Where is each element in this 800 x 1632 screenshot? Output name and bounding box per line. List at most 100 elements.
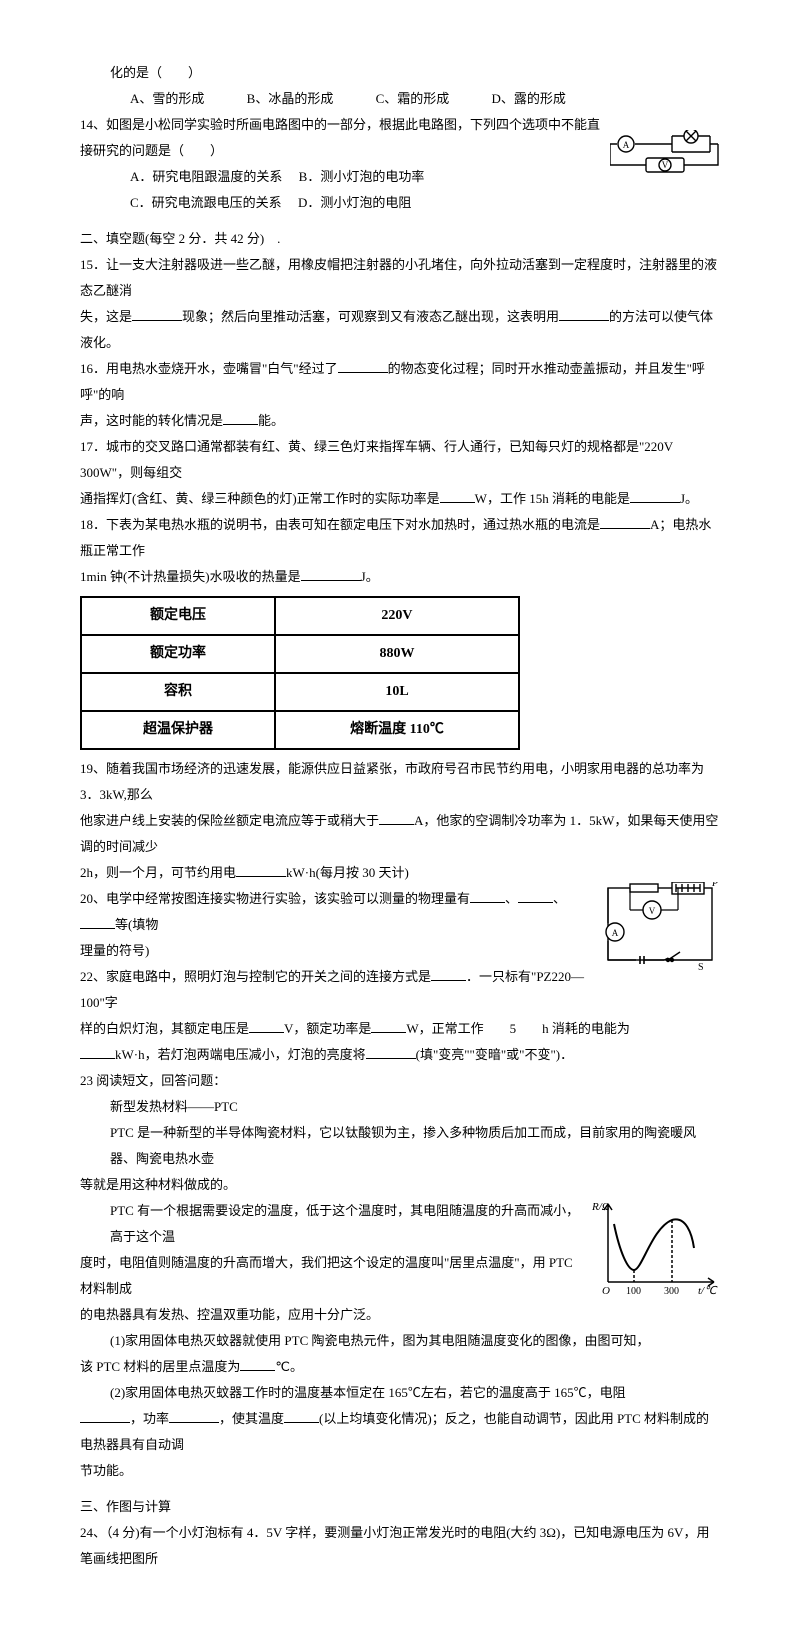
q23-q2e: 节功能。 <box>80 1458 720 1484</box>
blank <box>431 966 466 981</box>
t: ，功率 <box>130 1411 169 1426</box>
q13-optC: C、霜的形成 <box>376 91 450 106</box>
q23-q1c-text: ℃。 <box>275 1359 303 1374</box>
q18-a: 18．下表为某电热水瓶的说明书，由表可知在额定电压下对水加热时，通过热水瓶的电流… <box>80 517 600 532</box>
q14-cd: C．研究电流跟电压的关系 D．测小灯泡的电阻 <box>80 190 720 216</box>
ylabel: R/Ω <box>591 1201 610 1213</box>
blank <box>366 1044 416 1059</box>
q23-q1a: (1)家用固体电热灭蚊器就使用 PTC 陶瓷电热元件，图为其电阻随温度变化的图像… <box>80 1328 720 1354</box>
q16-line2: 声，这时能的转化情况是能。 <box>80 408 720 434</box>
table-row: 容积10L <box>81 673 519 711</box>
xlabel: t/℃ <box>698 1285 718 1297</box>
q23-q2a: (2)家用固体电热灭蚊器工作时的温度基本恒定在 165℃左右，若它的温度高于 1… <box>80 1380 720 1406</box>
q18-line1: 18．下表为某电热水瓶的说明书，由表可知在额定电压下对水加热时，通过热水瓶的电流… <box>80 512 720 564</box>
q22-c: 样的白炽灯泡，其额定电压是 <box>80 1021 249 1036</box>
section3-title: 三、作图与计算 <box>80 1494 720 1520</box>
q17-line2: 通指挥灯(含红、黄、绿三种颜色的灯)正常工作时的实际功率是 W，工作 15h 消耗… <box>80 486 720 512</box>
q23-subtitle: 新型发热材料——PTC <box>80 1094 720 1120</box>
q16-line1: 16．用电热水壶烧开水，壶嘴冒"白气"经过了的物态变化过程；同时开水推动壶盖振动… <box>80 356 720 408</box>
table-row: 超温保护器熔断温度 110℃ <box>81 711 519 749</box>
blank <box>80 1408 130 1423</box>
blank <box>470 888 505 903</box>
q13-optA: A、雪的形成 <box>130 91 204 106</box>
blank <box>440 488 475 503</box>
q23-q2b: ，功率，使其温度(以上均填变化情况)；反之，也能自动调节，因此用 PTC 材料制… <box>80 1406 720 1458</box>
q18-line2: 1min 钟(不计热量损失)水吸收的热量是 J。 <box>80 564 720 590</box>
q22-d: V，额定功率是 <box>284 1021 371 1036</box>
q16-a: 16．用电热水壶烧开水，壶嘴冒"白气"经过了 <box>80 361 338 376</box>
x2-label: 300 <box>664 1286 679 1297</box>
lamp-label: L <box>688 130 694 131</box>
voltmeter-label: V <box>662 160 669 170</box>
blank <box>301 566 361 581</box>
cell: 熔断温度 110℃ <box>275 711 519 749</box>
q20-b: 、 <box>505 891 518 906</box>
q19-line2: 他家进户线上安装的保险丝额定电流应等于或稍大于A，他家的空调制冷功率为 1．5k… <box>80 808 720 860</box>
table-row: 额定功率880W <box>81 635 519 673</box>
table-row: 额定电压220V <box>81 597 519 635</box>
ammeter-label: A <box>612 928 619 938</box>
q13-optD: D、露的形成 <box>492 91 566 106</box>
q24: 24、（4 分)有一个小灯泡标有 4．5V 字样，要测量小灯泡正常发光时的电阻(… <box>80 1520 720 1572</box>
q23-graph: R/Ω O 100 300 t/℃ <box>590 1198 720 1298</box>
blank <box>80 1044 115 1059</box>
q20-d: 等(填物 <box>115 917 158 932</box>
q13-options: A、雪的形成 B、冰晶的形成 C、霜的形成 D、露的形成 <box>80 86 720 112</box>
q19-b: 他家进户线上安装的保险丝额定电流应等于或稍大于 <box>80 813 379 828</box>
q15-b: 失，这是 <box>80 309 132 324</box>
q23-p2: 等就是用这种材料做成的。 <box>80 1172 720 1198</box>
q13-stem: 化的是（ ） <box>80 60 720 86</box>
ammeter-label: A <box>623 140 630 150</box>
cell: 超温保护器 <box>81 711 275 749</box>
blank <box>80 914 115 929</box>
blank <box>249 1018 284 1033</box>
blank <box>371 1018 406 1033</box>
cell: 额定功率 <box>81 635 275 673</box>
blank <box>169 1408 219 1423</box>
q19-line1: 19、随着我国市场经济的迅速发展，能源供应日益紧张，市政府号召市民节约用电，小明… <box>80 756 720 808</box>
blank <box>338 358 388 373</box>
s-label: S <box>698 962 704 972</box>
q16-c: 声，这时能的转化情况是 <box>80 413 223 428</box>
q20-circuit-diagram: V A P S <box>600 882 720 972</box>
q14-optD: D．测小灯泡的电阻 <box>298 195 411 210</box>
q18-c: 1min 钟(不计热量损失)水吸收的热量是 <box>80 569 301 584</box>
blank <box>379 810 414 825</box>
q23-p1: PTC 是一种新型的半导体陶瓷材料，它以钛酸钡为主，掺入多种物质后加工而成，目前… <box>80 1120 720 1172</box>
cell: 220V <box>275 597 519 635</box>
q22-line2: 样的白炽灯泡，其额定电压是 V，额定功率是 W，正常工作 5 h 消耗的电能为 <box>80 1016 720 1042</box>
t: ，使其温度 <box>219 1411 284 1426</box>
q14-optB: B．测小灯泡的电功率 <box>299 169 425 184</box>
q22-a: 22、家庭电路中，照明灯泡与控制它的开关之间的连接方式是 <box>80 969 431 984</box>
q15-line1: 15．让一支大注射器吸进一些乙醚，用橡皮帽把注射器的小孔堵住，向外拉动活塞到一定… <box>80 252 720 304</box>
cell: 额定电压 <box>81 597 275 635</box>
voltmeter-label: V <box>649 906 656 916</box>
blank <box>240 1356 275 1371</box>
q19-e: kW·h(每月按 30 天计) <box>286 865 409 880</box>
q17-c: W，工作 15h 消耗的电能是 <box>475 491 630 506</box>
q17-d: J。 <box>680 491 698 506</box>
q18-d: J。 <box>361 569 379 584</box>
origin-label: O <box>602 1285 610 1297</box>
q20-c: 、 <box>553 891 566 906</box>
q14-circuit-diagram: A V L <box>610 130 720 180</box>
q15-line2: 失，这是现象；然后向里推动活塞，可观察到又有液态乙醚出现，这表明用的方法可以使气… <box>80 304 720 356</box>
blank <box>559 306 609 321</box>
q17-b: 通指挥灯(含红、黄、绿三种颜色的灯)正常工作时的实际功率是 <box>80 491 440 506</box>
q22-f: kW·h，若灯泡两端电压减小，灯泡的亮度将 <box>115 1047 366 1062</box>
q17-line1: 17．城市的交叉路口通常都装有红、黄、绿三色灯来指挥车辆、行人通行，已知每只灯的… <box>80 434 720 486</box>
q22-line3: kW·h，若灯泡两端电压减小，灯泡的亮度将(填"变亮""变暗"或"不变")． <box>80 1042 720 1068</box>
blank <box>132 306 182 321</box>
spec-table: 额定电压220V 额定功率880W 容积10L 超温保护器熔断温度 110℃ <box>80 596 520 750</box>
q23-p3c: 的电热器具有发热、控温双重功能，应用十分广泛。 <box>80 1302 720 1328</box>
q23-q1b: 该 PTC 材料的居里点温度为℃。 <box>80 1354 720 1380</box>
cell: 容积 <box>81 673 275 711</box>
blank <box>236 862 286 877</box>
q20-a: 20、电学中经常按图连接实物进行实验，该实验可以测量的物理量有 <box>80 891 470 906</box>
blank <box>630 488 680 503</box>
q13-optB: B、冰晶的形成 <box>247 91 334 106</box>
q22-e: W，正常工作 5 h 消耗的电能为 <box>406 1021 630 1036</box>
cell: 10L <box>275 673 519 711</box>
q14-optC: C．研究电流跟电压的关系 <box>130 195 282 210</box>
blank <box>284 1408 319 1423</box>
